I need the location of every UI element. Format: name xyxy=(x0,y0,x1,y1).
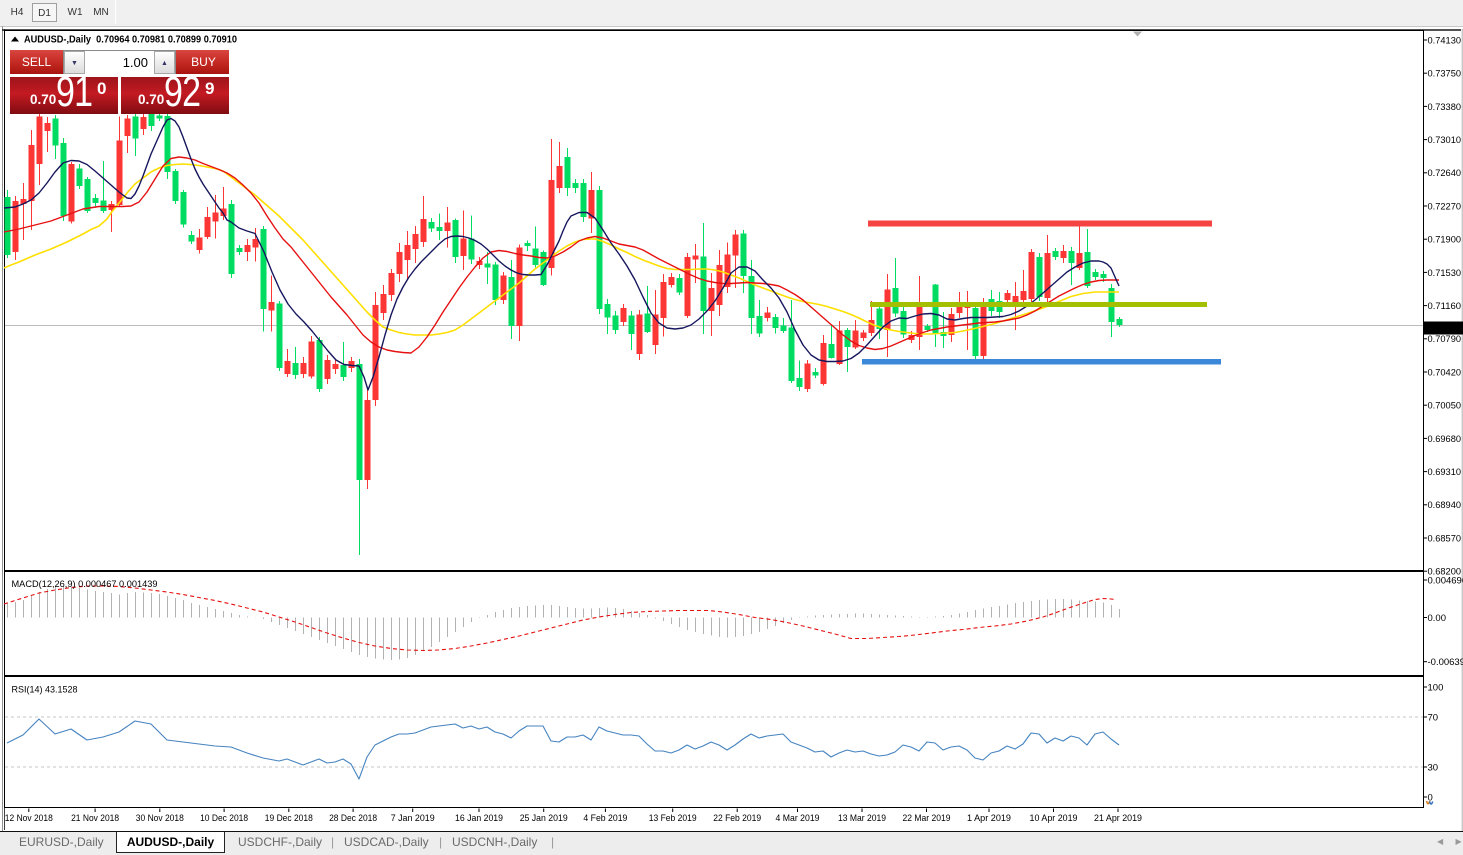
svg-text:0: 0 xyxy=(1428,792,1433,803)
svg-text:0.69310: 0.69310 xyxy=(1428,467,1462,478)
svg-text:0.72640: 0.72640 xyxy=(1428,168,1462,179)
svg-text:28 Dec 2018: 28 Dec 2018 xyxy=(329,813,377,824)
svg-text:0.70790: 0.70790 xyxy=(1428,334,1462,345)
svg-text:0.0046964: 0.0046964 xyxy=(1428,575,1463,586)
svg-text:MACD(12,26,9) 0.000467 0.00143: MACD(12,26,9) 0.000467 0.001439 xyxy=(12,579,158,590)
svg-text:-0.0063909: -0.0063909 xyxy=(1428,657,1463,668)
svg-text:30 Nov 2018: 30 Nov 2018 xyxy=(136,813,184,824)
svg-text:25 Jan 2019: 25 Jan 2019 xyxy=(520,813,568,824)
svg-text:13 Feb 2019: 13 Feb 2019 xyxy=(649,813,697,824)
svg-text:4 Mar 2019: 4 Mar 2019 xyxy=(776,813,820,824)
svg-text:10 Dec 2018: 10 Dec 2018 xyxy=(200,813,248,824)
svg-text:0.73010: 0.73010 xyxy=(1428,135,1462,146)
svg-text:19 Dec 2018: 19 Dec 2018 xyxy=(265,813,313,824)
svg-text:13 Mar 2019: 13 Mar 2019 xyxy=(838,813,886,824)
svg-text:AUDUSD-,Daily 0.70964 0.70981: AUDUSD-,Daily 0.70964 0.70981 0.70899 0.… xyxy=(24,35,237,46)
svg-text:70: 70 xyxy=(1428,712,1439,723)
svg-text:0.74130: 0.74130 xyxy=(1428,35,1462,46)
svg-text:0.68570: 0.68570 xyxy=(1428,533,1462,544)
svg-text:0.72270: 0.72270 xyxy=(1428,201,1462,212)
svg-text:16 Jan 2019: 16 Jan 2019 xyxy=(455,813,503,824)
svg-text:0.71900: 0.71900 xyxy=(1428,235,1462,246)
svg-text:0.69680: 0.69680 xyxy=(1428,434,1462,445)
svg-text:1 Apr 2019: 1 Apr 2019 xyxy=(967,813,1011,824)
svg-text:100: 100 xyxy=(1428,682,1444,693)
svg-text:0.73380: 0.73380 xyxy=(1428,102,1462,113)
svg-text:7 Jan 2019: 7 Jan 2019 xyxy=(391,813,435,824)
svg-text:0.00: 0.00 xyxy=(1428,613,1447,624)
svg-text:22 Feb 2019: 22 Feb 2019 xyxy=(713,813,761,824)
svg-text:0.70050: 0.70050 xyxy=(1428,401,1462,412)
svg-text:22 Mar 2019: 22 Mar 2019 xyxy=(903,813,951,824)
svg-text:0.70910: 0.70910 xyxy=(1428,323,1462,334)
svg-text:30: 30 xyxy=(1428,762,1439,773)
svg-text:0.71160: 0.71160 xyxy=(1428,301,1462,312)
svg-text:0.68200: 0.68200 xyxy=(1428,567,1462,578)
svg-text:21 Apr 2019: 21 Apr 2019 xyxy=(1094,813,1142,824)
svg-text:21 Nov 2018: 21 Nov 2018 xyxy=(71,813,119,824)
svg-text:4 Feb 2019: 4 Feb 2019 xyxy=(583,813,627,824)
svg-text:0.73750: 0.73750 xyxy=(1428,69,1462,80)
svg-text:0.71530: 0.71530 xyxy=(1428,268,1462,279)
svg-text:0.70420: 0.70420 xyxy=(1428,367,1462,378)
svg-text:12 Nov 2018: 12 Nov 2018 xyxy=(5,813,53,824)
svg-text:RSI(14) 43.1528: RSI(14) 43.1528 xyxy=(12,685,78,696)
svg-text:0.68940: 0.68940 xyxy=(1428,500,1462,511)
svg-text:10 Apr 2019: 10 Apr 2019 xyxy=(1030,813,1078,824)
